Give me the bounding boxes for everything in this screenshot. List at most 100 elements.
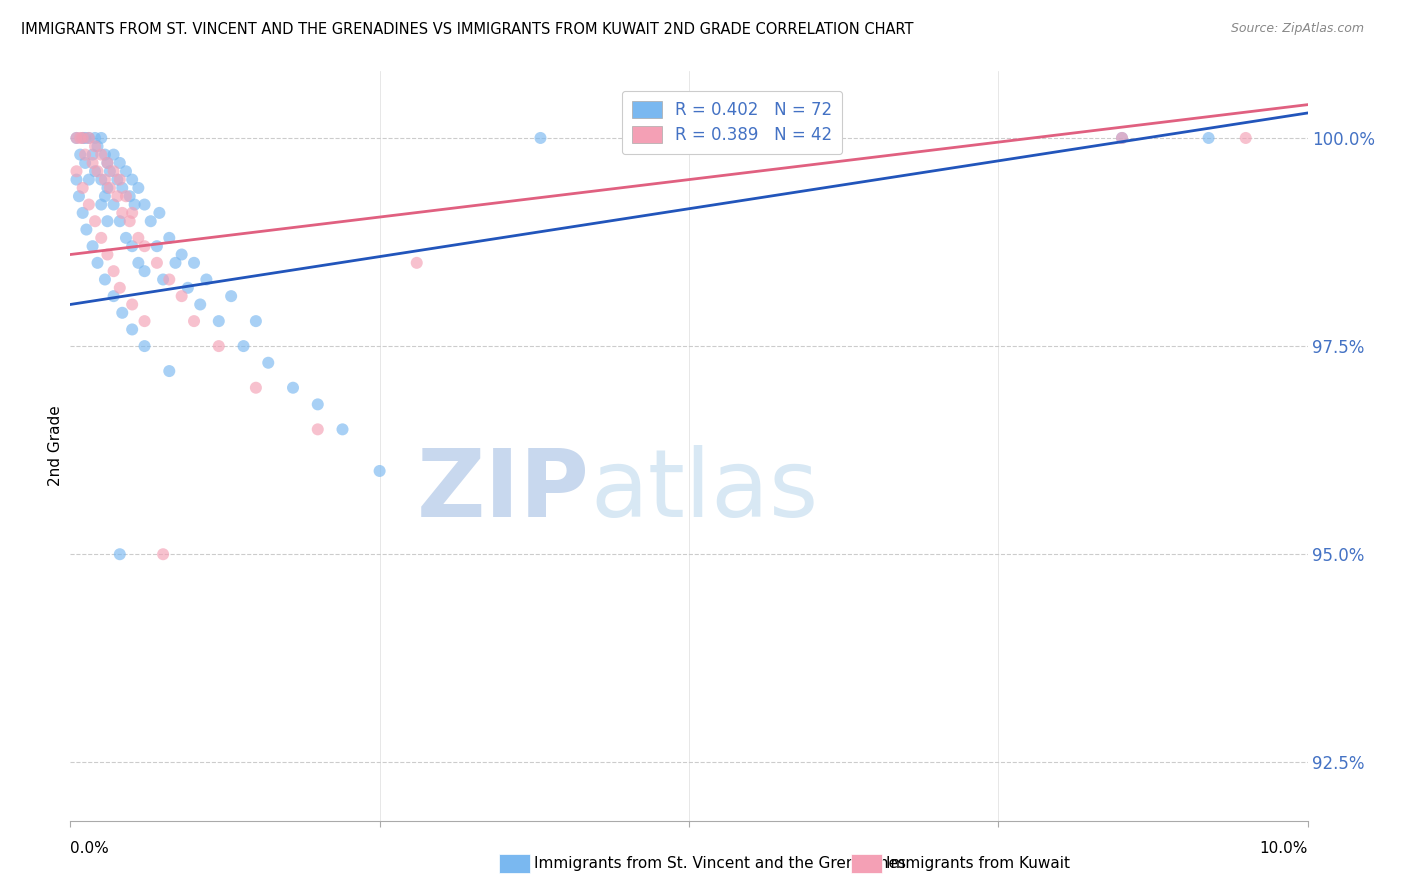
Point: [90, 131, 112, 145]
Point: [75, 131, 97, 145]
Point: [84, 131, 107, 145]
Point: [94, 189, 117, 203]
Point: [195, 272, 218, 286]
Text: Source: ZipAtlas.com: Source: ZipAtlas.com: [1230, 22, 1364, 36]
Point: [82, 156, 104, 170]
Point: [65, 131, 87, 145]
Point: [67, 189, 90, 203]
Text: ZIP: ZIP: [418, 445, 591, 537]
Y-axis label: 2nd Grade: 2nd Grade: [48, 406, 63, 486]
Point: [127, 231, 149, 245]
Point: [65, 172, 87, 186]
Point: [75, 147, 97, 161]
Point: [72, 181, 94, 195]
Point: [115, 164, 138, 178]
Point: [183, 314, 205, 328]
Point: [134, 314, 156, 328]
Point: [103, 264, 125, 278]
Point: [177, 281, 200, 295]
Point: [90, 231, 112, 245]
Point: [1198, 131, 1220, 145]
Point: [108, 547, 131, 561]
Point: [257, 356, 280, 370]
Point: [157, 272, 180, 286]
Point: [108, 214, 131, 228]
Point: [96, 247, 118, 261]
Point: [332, 422, 354, 436]
Point: [121, 239, 143, 253]
Point: [90, 172, 112, 186]
Point: [90, 147, 112, 161]
Point: [139, 214, 162, 228]
Point: [90, 197, 112, 211]
Point: [115, 189, 138, 203]
Point: [146, 239, 169, 253]
Point: [134, 339, 156, 353]
Point: [65, 164, 87, 178]
Point: [368, 464, 391, 478]
Point: [529, 131, 551, 145]
Point: [121, 206, 143, 220]
Point: [96, 181, 118, 195]
Point: [84, 164, 107, 178]
Point: [405, 256, 427, 270]
Point: [121, 322, 143, 336]
Text: 0.0%: 0.0%: [70, 841, 110, 856]
Point: [77, 131, 100, 145]
Point: [245, 314, 267, 328]
Point: [69, 131, 91, 145]
Point: [98, 164, 121, 178]
Point: [98, 181, 121, 195]
Point: [1111, 131, 1133, 145]
Point: [105, 189, 128, 203]
Point: [157, 364, 180, 378]
Point: [82, 239, 104, 253]
Point: [94, 272, 117, 286]
Point: [170, 289, 193, 303]
Point: [86, 139, 108, 153]
Point: [118, 214, 141, 228]
Legend: R = 0.402   N = 72, R = 0.389   N = 42: R = 0.402 N = 72, R = 0.389 N = 42: [621, 91, 842, 154]
Point: [127, 181, 149, 195]
Point: [307, 422, 329, 436]
Point: [105, 172, 128, 186]
Point: [1111, 131, 1133, 145]
Point: [103, 197, 125, 211]
Text: 10.0%: 10.0%: [1260, 841, 1308, 856]
Point: [152, 272, 174, 286]
Point: [103, 289, 125, 303]
Point: [146, 256, 169, 270]
Point: [281, 381, 304, 395]
Point: [232, 339, 254, 353]
Point: [77, 197, 100, 211]
Point: [219, 289, 242, 303]
Point: [115, 231, 138, 245]
Point: [111, 206, 134, 220]
Point: [208, 314, 231, 328]
Point: [245, 381, 267, 395]
Text: IMMIGRANTS FROM ST. VINCENT AND THE GRENADINES VS IMMIGRANTS FROM KUWAIT 2ND GRA: IMMIGRANTS FROM ST. VINCENT AND THE GREN…: [21, 22, 914, 37]
Point: [307, 397, 329, 411]
Point: [118, 189, 141, 203]
Point: [170, 247, 193, 261]
Point: [96, 156, 118, 170]
Point: [108, 281, 131, 295]
Point: [152, 547, 174, 561]
Point: [86, 164, 108, 178]
Point: [127, 256, 149, 270]
Point: [157, 231, 180, 245]
Point: [108, 172, 131, 186]
Point: [103, 164, 125, 178]
Point: [188, 297, 211, 311]
Point: [165, 256, 187, 270]
Point: [108, 156, 131, 170]
Point: [1234, 131, 1257, 145]
Point: [84, 214, 107, 228]
Point: [208, 339, 231, 353]
Point: [96, 156, 118, 170]
Point: [124, 197, 146, 211]
Point: [72, 131, 94, 145]
Point: [86, 256, 108, 270]
Point: [121, 172, 143, 186]
Point: [94, 147, 117, 161]
